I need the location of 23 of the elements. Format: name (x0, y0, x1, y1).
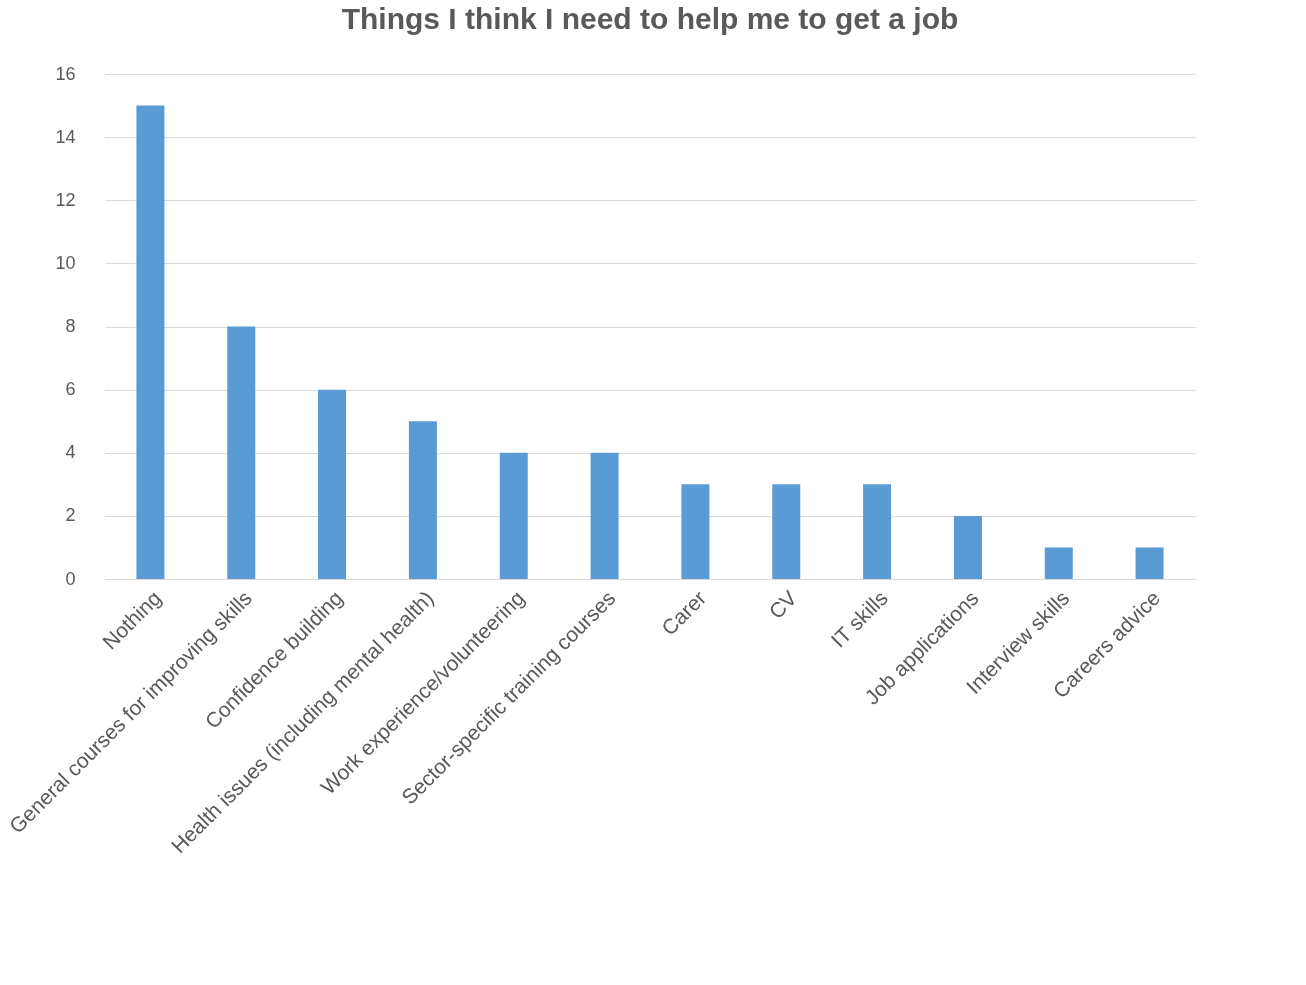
x-tick-label: CV (764, 586, 802, 623)
bar (863, 484, 892, 579)
y-tick-label: 8 (65, 316, 76, 336)
bar (318, 389, 347, 579)
chart-title: Things I think I need to help me to get a job (341, 2, 959, 35)
y-tick-label: 10 (55, 252, 76, 273)
y-tick-label: 12 (55, 189, 76, 210)
bar (408, 421, 437, 579)
bar (681, 484, 710, 579)
y-tick-label: 2 (65, 505, 76, 526)
bar (1135, 547, 1164, 579)
bar (227, 326, 256, 579)
bar (1044, 547, 1073, 579)
y-tick-label: 14 (55, 126, 76, 147)
bar (136, 105, 165, 579)
y-tick-label: 0 (65, 568, 76, 589)
y-tick-label: 6 (65, 379, 76, 400)
bar (772, 484, 801, 579)
y-tick-label: 4 (65, 442, 76, 463)
y-tick-label: 16 (55, 63, 76, 84)
bar (499, 452, 528, 579)
bar (953, 515, 982, 579)
bar (590, 452, 619, 579)
